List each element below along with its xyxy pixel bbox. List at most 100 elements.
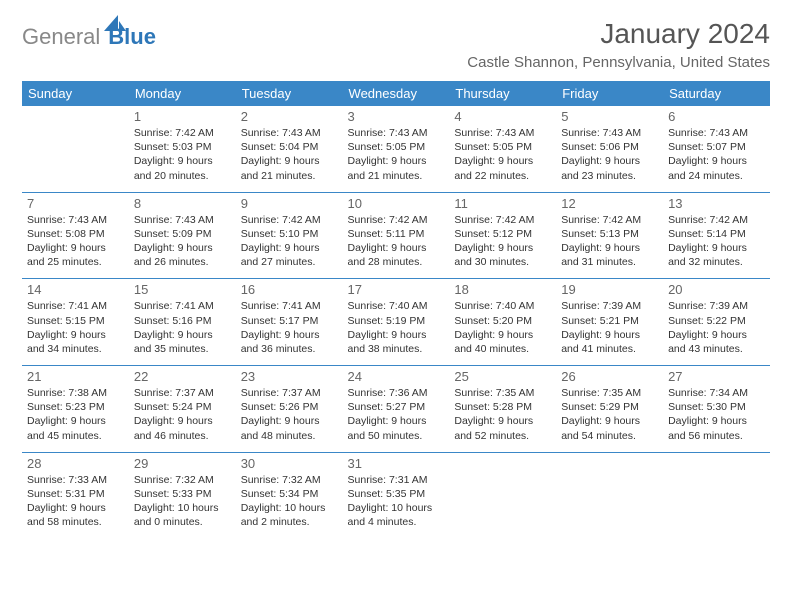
logo-text-general: General <box>22 24 100 50</box>
day-info: Sunrise: 7:42 AMSunset: 5:14 PMDaylight:… <box>668 213 765 270</box>
day-header: Saturday <box>663 81 770 106</box>
location-label: Castle Shannon, Pennsylvania, United Sta… <box>22 54 770 71</box>
day-info: Sunrise: 7:34 AMSunset: 5:30 PMDaylight:… <box>668 386 765 443</box>
day-number: 15 <box>134 282 231 297</box>
day-number: 17 <box>348 282 445 297</box>
day-info: Sunrise: 7:42 AMSunset: 5:03 PMDaylight:… <box>134 126 231 183</box>
calendar-cell: 13 Sunrise: 7:42 AMSunset: 5:14 PMDayligh… <box>663 192 770 279</box>
day-info: Sunrise: 7:43 AMSunset: 5:04 PMDaylight:… <box>241 126 338 183</box>
calendar-cell: 10 Sunrise: 7:42 AMSunset: 5:11 PMDayligh… <box>343 192 450 279</box>
logo: General Blue <box>22 24 156 50</box>
day-info: Sunrise: 7:43 AMSunset: 5:07 PMDaylight:… <box>668 126 765 183</box>
day-number: 1 <box>134 109 231 124</box>
calendar-cell: 30Sunrise: 7:32 AMSunset: 5:34 PMDayligh… <box>236 452 343 538</box>
calendar-cell: 17 Sunrise: 7:40 AMSunset: 5:19 PMDayligh… <box>343 279 450 366</box>
day-number: 3 <box>348 109 445 124</box>
calendar-cell: 5 Sunrise: 7:43 AMSunset: 5:06 PMDaylight… <box>556 106 663 192</box>
day-number: 28 <box>27 456 124 471</box>
day-number: 21 <box>27 369 124 384</box>
calendar-cell <box>22 106 129 192</box>
calendar-cell: 12 Sunrise: 7:42 AMSunset: 5:13 PMDayligh… <box>556 192 663 279</box>
calendar-cell: 18 Sunrise: 7:40 AMSunset: 5:20 PMDayligh… <box>449 279 556 366</box>
day-info: Sunrise: 7:42 AMSunset: 5:11 PMDaylight:… <box>348 213 445 270</box>
day-info: Sunrise: 7:35 AMSunset: 5:29 PMDaylight:… <box>561 386 658 443</box>
day-number: 19 <box>561 282 658 297</box>
day-info: Sunrise: 7:41 AMSunset: 5:16 PMDaylight:… <box>134 299 231 356</box>
day-header: Thursday <box>449 81 556 106</box>
day-info: Sunrise: 7:38 AMSunset: 5:23 PMDaylight:… <box>27 386 124 443</box>
day-number: 4 <box>454 109 551 124</box>
day-header: Tuesday <box>236 81 343 106</box>
day-number: 22 <box>134 369 231 384</box>
day-number: 2 <box>241 109 338 124</box>
day-info: Sunrise: 7:37 AMSunset: 5:26 PMDaylight:… <box>241 386 338 443</box>
calendar-cell: 23 Sunrise: 7:37 AMSunset: 5:26 PMDayligh… <box>236 366 343 453</box>
calendar-cell: 15 Sunrise: 7:41 AMSunset: 5:16 PMDayligh… <box>129 279 236 366</box>
day-info: Sunrise: 7:43 AMSunset: 5:06 PMDaylight:… <box>561 126 658 183</box>
calendar-cell: 22 Sunrise: 7:37 AMSunset: 5:24 PMDayligh… <box>129 366 236 453</box>
day-number: 12 <box>561 196 658 211</box>
day-number: 25 <box>454 369 551 384</box>
day-info: Sunrise: 7:42 AMSunset: 5:10 PMDaylight:… <box>241 213 338 270</box>
day-info: Sunrise: 7:36 AMSunset: 5:27 PMDaylight:… <box>348 386 445 443</box>
day-number: 16 <box>241 282 338 297</box>
calendar-cell: 21 Sunrise: 7:38 AMSunset: 5:23 PMDayligh… <box>22 366 129 453</box>
calendar-cell: 20 Sunrise: 7:39 AMSunset: 5:22 PMDayligh… <box>663 279 770 366</box>
day-number: 24 <box>348 369 445 384</box>
calendar-cell: 29 Sunrise: 7:32 AMSunset: 5:33 PMDayligh… <box>129 452 236 538</box>
page-title: January 2024 <box>600 18 770 50</box>
day-info: Sunrise: 7:43 AMSunset: 5:09 PMDaylight:… <box>134 213 231 270</box>
day-number: 5 <box>561 109 658 124</box>
day-number: 8 <box>134 196 231 211</box>
day-info: Sunrise: 7:42 AMSunset: 5:13 PMDaylight:… <box>561 213 658 270</box>
day-info: Sunrise: 7:41 AMSunset: 5:15 PMDaylight:… <box>27 299 124 356</box>
day-info: Sunrise: 7:32 AMSunset: 5:33 PMDaylight:… <box>134 473 231 530</box>
calendar-cell: 4Sunrise: 7:43 AMSunset: 5:05 PMDaylight… <box>449 106 556 192</box>
day-info: Sunrise: 7:40 AMSunset: 5:19 PMDaylight:… <box>348 299 445 356</box>
day-info: Sunrise: 7:37 AMSunset: 5:24 PMDaylight:… <box>134 386 231 443</box>
day-info: Sunrise: 7:40 AMSunset: 5:20 PMDaylight:… <box>454 299 551 356</box>
day-number: 20 <box>668 282 765 297</box>
calendar-cell: 6 Sunrise: 7:43 AMSunset: 5:07 PMDaylight… <box>663 106 770 192</box>
day-info: Sunrise: 7:39 AMSunset: 5:22 PMDaylight:… <box>668 299 765 356</box>
day-info: Sunrise: 7:42 AMSunset: 5:12 PMDaylight:… <box>454 213 551 270</box>
day-number: 7 <box>27 196 124 211</box>
day-info: Sunrise: 7:43 AMSunset: 5:08 PMDaylight:… <box>27 213 124 270</box>
day-number: 29 <box>134 456 231 471</box>
calendar-table: SundayMondayTuesdayWednesdayThursdayFrid… <box>22 81 770 538</box>
day-header: Sunday <box>22 81 129 106</box>
logo-sail-icon <box>104 15 126 36</box>
calendar-cell: 14Sunrise: 7:41 AMSunset: 5:15 PMDayligh… <box>22 279 129 366</box>
day-number: 10 <box>348 196 445 211</box>
day-number: 26 <box>561 369 658 384</box>
day-number: 18 <box>454 282 551 297</box>
calendar-cell: 8 Sunrise: 7:43 AMSunset: 5:09 PMDaylight… <box>129 192 236 279</box>
day-info: Sunrise: 7:41 AMSunset: 5:17 PMDaylight:… <box>241 299 338 356</box>
calendar-cell: 28 Sunrise: 7:33 AMSunset: 5:31 PMDayligh… <box>22 452 129 538</box>
calendar-cell: 7 Sunrise: 7:43 AMSunset: 5:08 PMDaylight… <box>22 192 129 279</box>
calendar-cell <box>449 452 556 538</box>
day-header: Friday <box>556 81 663 106</box>
calendar-cell: 16 Sunrise: 7:41 AMSunset: 5:17 PMDayligh… <box>236 279 343 366</box>
calendar-cell: 11 Sunrise: 7:42 AMSunset: 5:12 PMDayligh… <box>449 192 556 279</box>
day-header: Monday <box>129 81 236 106</box>
calendar-cell: 9 Sunrise: 7:42 AMSunset: 5:10 PMDaylight… <box>236 192 343 279</box>
day-number: 11 <box>454 196 551 211</box>
calendar-cell: 1 Sunrise: 7:42 AMSunset: 5:03 PMDaylight… <box>129 106 236 192</box>
calendar-cell: 31 Sunrise: 7:31 AMSunset: 5:35 PMDayligh… <box>343 452 450 538</box>
day-number: 30 <box>241 456 338 471</box>
calendar-cell: 24 Sunrise: 7:36 AMSunset: 5:27 PMDayligh… <box>343 366 450 453</box>
day-info: Sunrise: 7:39 AMSunset: 5:21 PMDaylight:… <box>561 299 658 356</box>
day-number: 13 <box>668 196 765 211</box>
calendar-cell: 2 Sunrise: 7:43 AMSunset: 5:04 PMDaylight… <box>236 106 343 192</box>
day-number: 6 <box>668 109 765 124</box>
calendar-cell <box>663 452 770 538</box>
day-info: Sunrise: 7:31 AMSunset: 5:35 PMDaylight:… <box>348 473 445 530</box>
day-info: Sunrise: 7:33 AMSunset: 5:31 PMDaylight:… <box>27 473 124 530</box>
day-number: 23 <box>241 369 338 384</box>
calendar-cell: 25Sunrise: 7:35 AMSunset: 5:28 PMDayligh… <box>449 366 556 453</box>
calendar-cell: 3Sunrise: 7:43 AMSunset: 5:05 PMDaylight… <box>343 106 450 192</box>
calendar-cell <box>556 452 663 538</box>
day-number: 9 <box>241 196 338 211</box>
day-number: 31 <box>348 456 445 471</box>
